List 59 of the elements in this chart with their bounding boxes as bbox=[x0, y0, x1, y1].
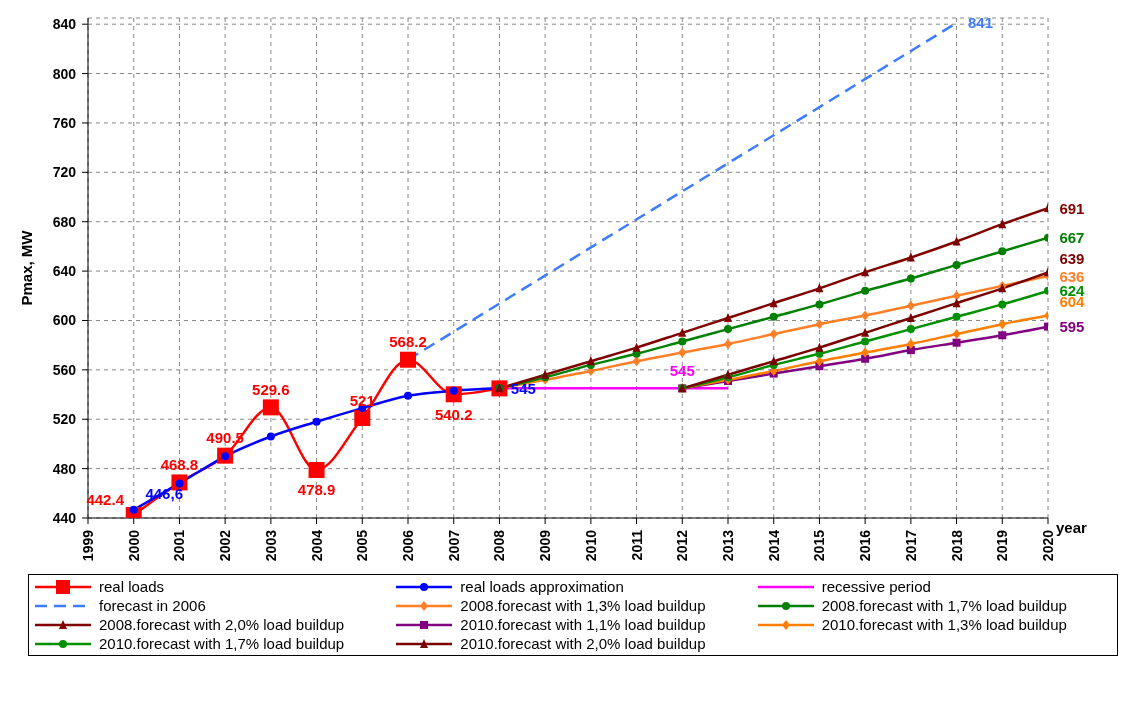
x-tick-label: 2009 bbox=[537, 529, 554, 562]
data-label: 691 bbox=[1059, 199, 1085, 217]
y-tick-label: 800 bbox=[52, 65, 77, 82]
y-tick-label: 480 bbox=[52, 460, 77, 477]
data-label: 667 bbox=[1059, 229, 1085, 247]
x-tick-label: 2003 bbox=[262, 529, 279, 562]
x-tick-label: 1999 bbox=[80, 529, 96, 562]
y-tick-label: 640 bbox=[52, 263, 77, 280]
x-tick-label: 2013 bbox=[720, 529, 736, 562]
x-tick-label: 2001 bbox=[171, 529, 188, 562]
data-label: 841 bbox=[967, 14, 993, 32]
legend-label: 2010.forecast with 2,0% load buildup bbox=[460, 635, 706, 652]
legend-label: 2010.forecast with 1,1% load buildup bbox=[460, 616, 706, 633]
y-tick-label: 720 bbox=[52, 164, 77, 181]
data-label: 545 bbox=[669, 361, 695, 379]
legend-label: 2010.forecast with 1,7% load buildup bbox=[99, 635, 345, 652]
data-label: 540.2 bbox=[434, 405, 473, 423]
x-tick-label: 2005 bbox=[354, 529, 371, 562]
data-label: 595 bbox=[1059, 318, 1085, 336]
x-tick-label: 2015 bbox=[811, 529, 828, 562]
x-tick-label: 2010 bbox=[582, 529, 599, 562]
x-tick-label: 2011 bbox=[628, 529, 645, 561]
x-tick-label: 2006 bbox=[400, 529, 416, 562]
x-axis-title: year bbox=[1056, 519, 1088, 537]
x-tick-label: 2014 bbox=[765, 529, 782, 562]
x-tick-label: 2020 bbox=[1040, 529, 1056, 562]
y-axis-title: Pmax, MW bbox=[17, 229, 35, 306]
x-tick-label: 2002 bbox=[217, 529, 234, 562]
data-label: 639 bbox=[1059, 249, 1085, 267]
y-tick-label: 680 bbox=[52, 213, 77, 230]
y-tick-label: 600 bbox=[52, 312, 77, 329]
legend-label: real loads bbox=[99, 578, 165, 595]
data-label: 442.4 bbox=[86, 490, 125, 508]
x-tick-label: 2016 bbox=[857, 529, 874, 562]
data-label: 529.6 bbox=[252, 380, 290, 398]
legend-label: 2010.forecast with 1,3% load buildup bbox=[821, 616, 1067, 633]
x-tick-label: 2004 bbox=[308, 529, 325, 562]
data-label: 568.2 bbox=[389, 333, 427, 351]
y-tick-label: 440 bbox=[52, 510, 77, 526]
data-label: 478.9 bbox=[297, 481, 336, 499]
legend-label: recessive period bbox=[821, 578, 931, 595]
y-tick-label: 840 bbox=[52, 16, 77, 33]
legend-label: 2008.forecast with 1,7% load buildup bbox=[821, 597, 1067, 614]
x-tick-label: 2018 bbox=[948, 529, 965, 562]
y-tick-label: 520 bbox=[52, 411, 77, 428]
y-tick-label: 760 bbox=[52, 114, 77, 131]
x-tick-label: 2017 bbox=[902, 529, 919, 562]
x-tick-label: 2019 bbox=[994, 529, 1011, 562]
data-label: 468.8 bbox=[160, 455, 199, 473]
x-tick-label: 2000 bbox=[125, 529, 142, 562]
legend-label: real loads approximation bbox=[460, 578, 624, 595]
legend-label: forecast in 2006 bbox=[99, 597, 206, 614]
x-tick-label: 2012 bbox=[674, 529, 691, 562]
legend-label: 2008.forecast with 2,0% load buildup bbox=[99, 616, 345, 633]
legend-label: 2008.forecast with 1,3% load buildup bbox=[460, 597, 706, 614]
y-tick-label: 560 bbox=[52, 361, 77, 378]
data-label: 636 bbox=[1059, 267, 1085, 285]
x-tick-label: 2007 bbox=[445, 529, 462, 562]
x-tick-label: 2008 bbox=[491, 529, 508, 562]
